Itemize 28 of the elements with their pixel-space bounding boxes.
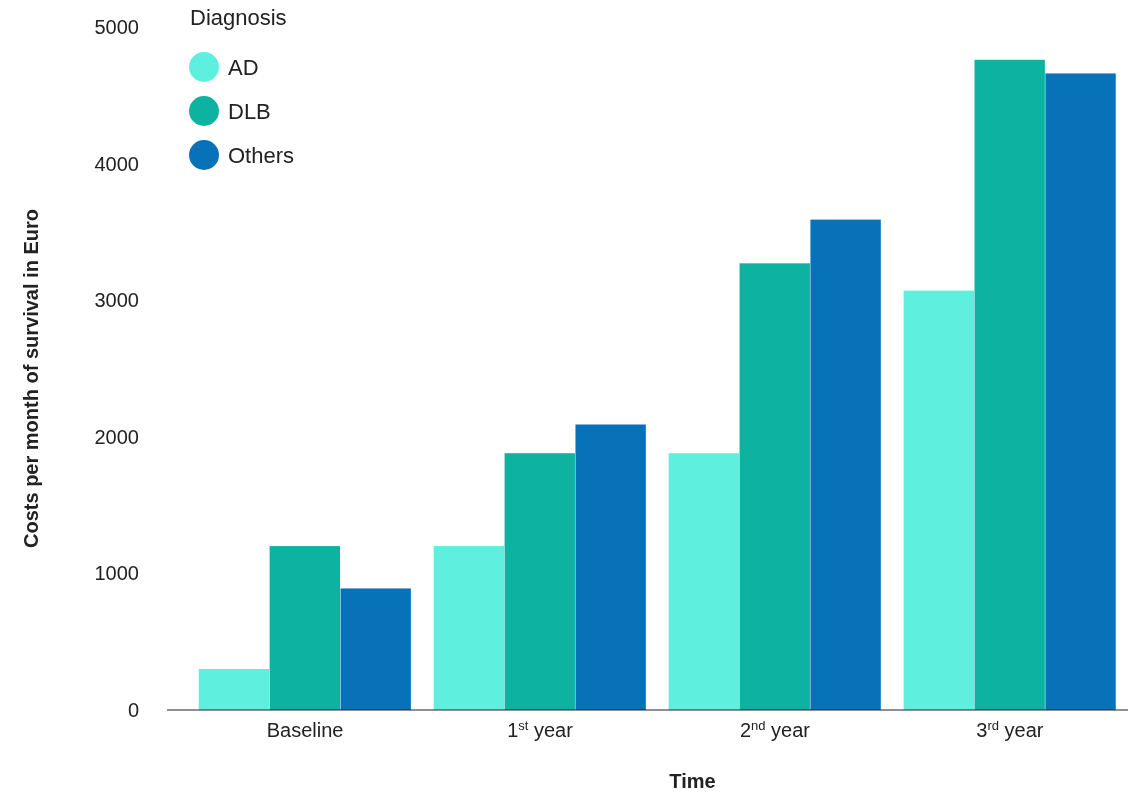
bar (1045, 73, 1116, 710)
x-tick-label: Baseline (266, 719, 344, 741)
bar (974, 59, 1045, 710)
y-tick-label: 2000 (94, 425, 139, 448)
y-tick-label: 1000 (94, 562, 139, 585)
x-axis-title: Time (669, 770, 716, 792)
bar (739, 263, 810, 710)
bar (269, 546, 340, 710)
y-tick-label: 5000 (94, 16, 139, 38)
legend-label: Others (228, 142, 295, 168)
bar (668, 453, 740, 710)
bar (504, 453, 575, 710)
bar (575, 424, 646, 710)
y-tick-label: 0 (127, 699, 139, 721)
bar (810, 219, 881, 710)
bar (198, 669, 270, 710)
bar (340, 588, 411, 710)
x-tick-label: 2$^{nd}$ year (739, 717, 811, 741)
x-tick-label: 3$^{rd}$ year (976, 717, 1044, 741)
bar (433, 546, 505, 710)
legend-label: AD (228, 54, 259, 80)
legend-label: DLB (228, 98, 271, 124)
y-axis-title: Costs per month of survival in Euro (20, 209, 42, 548)
legend-title: Diagnosis (190, 5, 287, 30)
bar (903, 290, 974, 710)
y-tick-label: 4000 (94, 152, 139, 175)
x-tick-label: 1$^{st}$ year (507, 717, 574, 741)
y-tick-label: 3000 (94, 289, 139, 312)
